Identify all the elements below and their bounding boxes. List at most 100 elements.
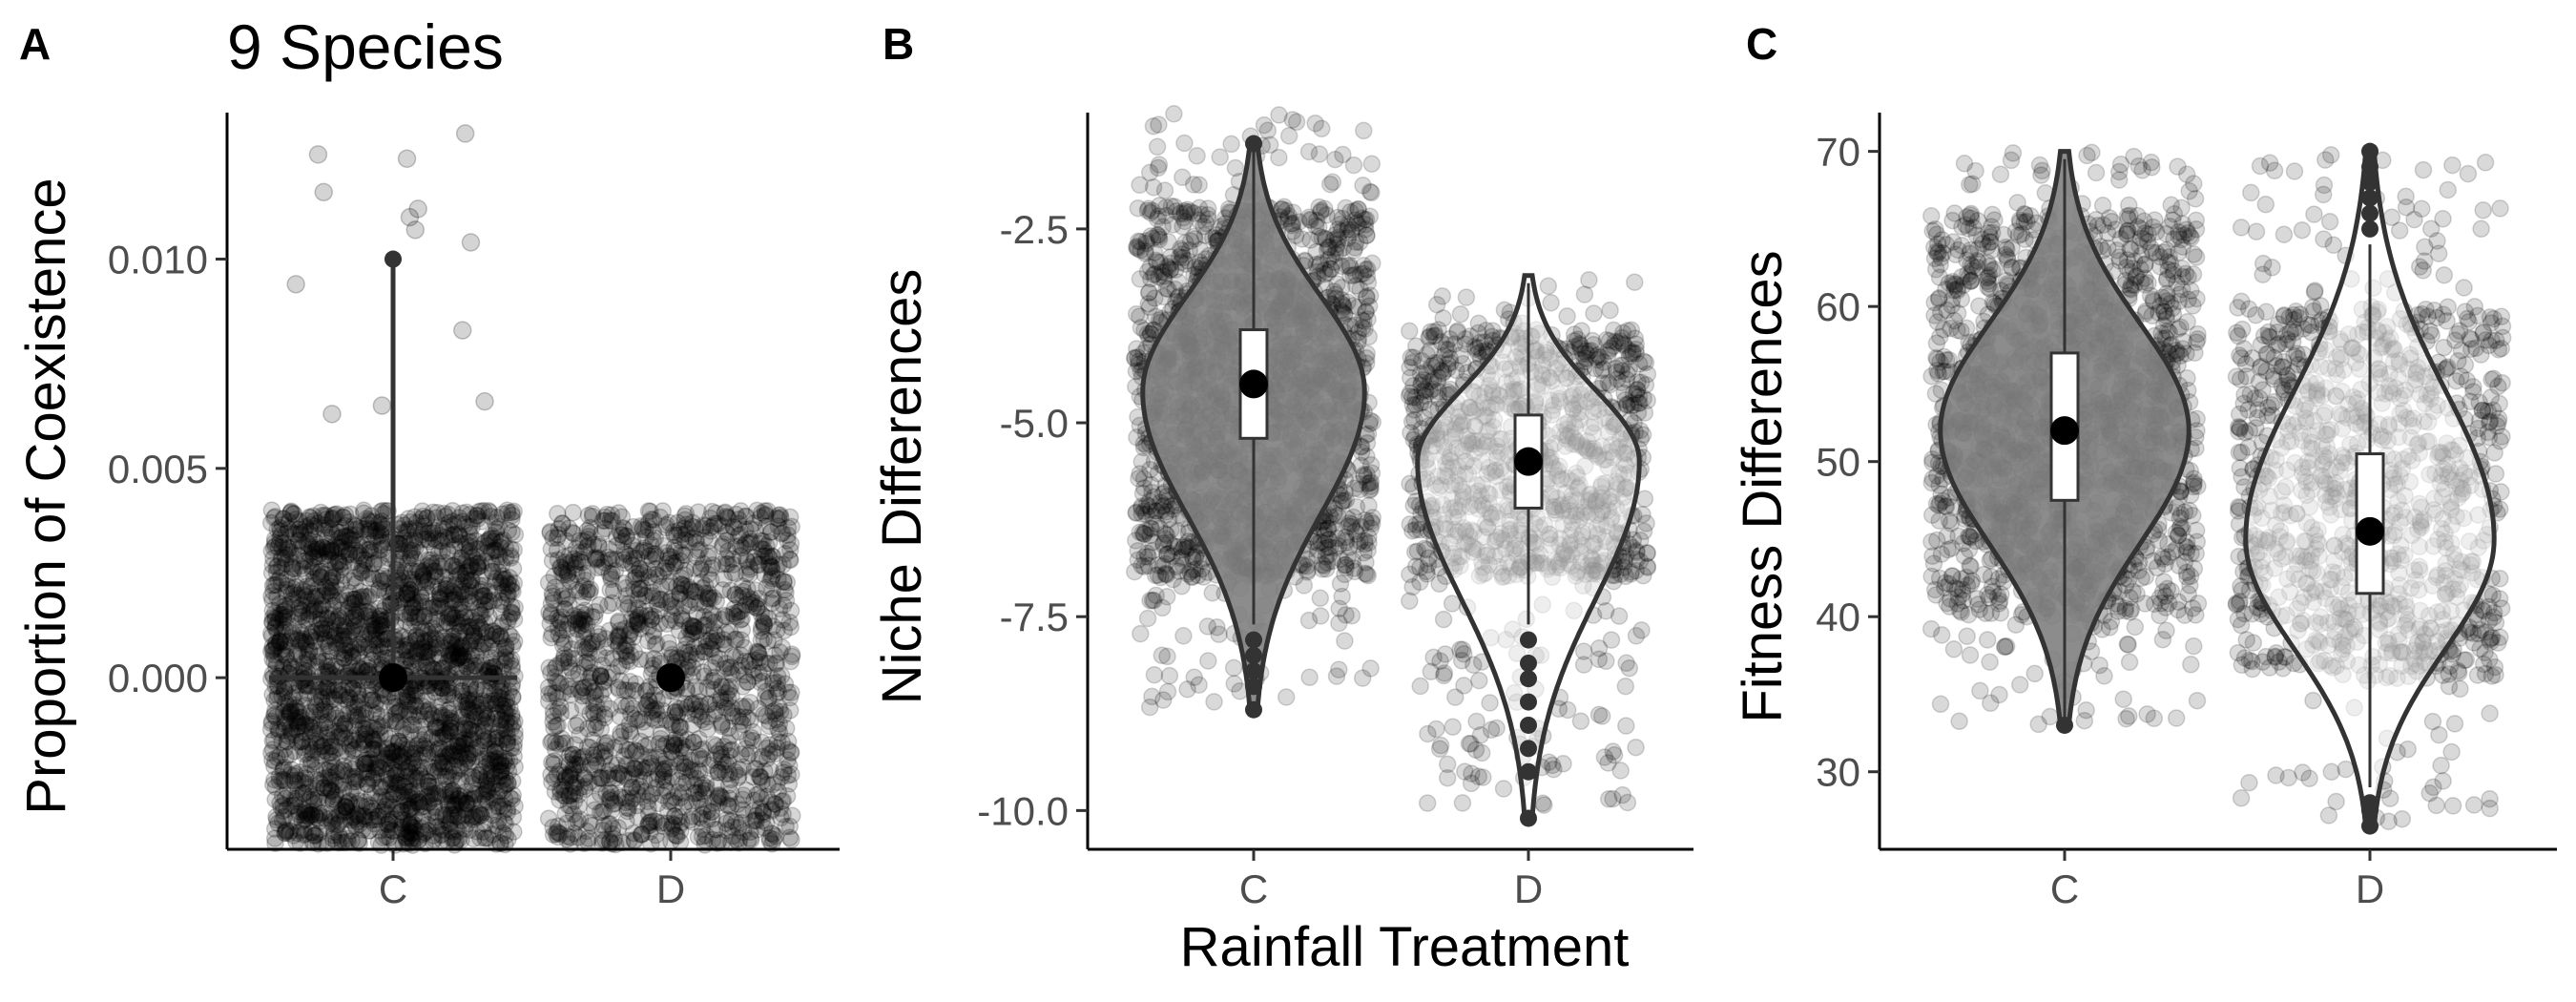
panel-a-jitter-point-c xyxy=(322,789,342,808)
panel-a-jitter-point-c xyxy=(371,612,390,630)
panel-a-jitter-point-c xyxy=(322,657,341,675)
panel-a-jitter-point-d xyxy=(701,522,720,540)
panel-a-jitter-point-c xyxy=(486,753,504,771)
panel-a-jitter-point-c xyxy=(400,540,419,559)
panel-a-jitter-point-c xyxy=(419,777,438,796)
panel-a-jitter-point-c xyxy=(315,700,333,719)
panel-a-jitter-point-c xyxy=(366,692,385,711)
panel-a-jitter-point-c xyxy=(343,679,362,698)
panel-b-c-jitter-point xyxy=(1211,148,1229,166)
panel-a-jitter-point-d xyxy=(645,621,663,640)
panel-a-jitter-point-c xyxy=(301,733,320,752)
panel-a-jitter-point-c xyxy=(275,713,294,731)
panel-a-jitter-point-c xyxy=(263,556,282,574)
panel-a-jitter-point-c xyxy=(409,792,427,811)
panel-a-jitter-point-d xyxy=(782,830,800,849)
panel-a-jitter-point-c xyxy=(437,576,456,595)
panel-a-jitter-point-c xyxy=(295,783,313,803)
panel-a-jitter-point-c xyxy=(341,737,360,756)
panel-a-jitter-point-c xyxy=(316,578,334,596)
panel-a-jitter-point-c xyxy=(277,821,295,839)
panel-a-jitter-point-d xyxy=(563,523,582,542)
panel-b-y-tick-label: -10.0 xyxy=(977,788,1069,833)
panel-a-jitter-point-c xyxy=(284,538,302,556)
panel-a-jitter-point-d xyxy=(569,714,588,732)
panel-a-jitter-point-c xyxy=(429,598,447,617)
panel-a-jitter-point-c xyxy=(468,507,487,525)
panel-a-whisker-end-c xyxy=(384,250,402,268)
panel-a-jitter-point-d xyxy=(641,786,659,805)
panel-a-jitter-point-c xyxy=(446,525,464,544)
x-axis-title: Rainfall Treatment xyxy=(1180,916,1630,978)
panel-a-jitter-point-c xyxy=(470,540,488,558)
panel-a-jitter-point-c xyxy=(444,823,462,841)
panel-a-jitter-point-c xyxy=(348,804,367,824)
panel-a-jitter-point-c xyxy=(332,528,351,546)
panel-a-jitter-point-c xyxy=(343,741,363,760)
panel-a-jitter-point-d xyxy=(763,580,782,598)
panel-a-jitter-point-d xyxy=(765,631,783,650)
panel-a-jitter-point-c xyxy=(324,542,343,560)
panel-a-jitter-point-c xyxy=(386,705,405,723)
panel-a-jitter-point-c xyxy=(301,750,321,769)
panel-a-jitter-point-c xyxy=(268,557,287,575)
panel-b-ylabel: Niche Differences xyxy=(871,269,933,705)
panel-a-jitter-point-c xyxy=(505,540,523,559)
panel-a-jitter-point-c xyxy=(346,707,365,726)
panel-a-jitter-point-c xyxy=(462,609,481,627)
panel-a-jitter-point-d xyxy=(549,716,568,735)
panel-a-jitter-point-d xyxy=(704,680,723,699)
panel-a-jitter-point-c xyxy=(310,824,328,843)
panel-a-jitter-point-d xyxy=(591,769,609,787)
panel-a-jitter-point-c xyxy=(436,686,454,704)
panel-a-jitter-point-c xyxy=(364,731,383,750)
panel-a-jitter-point-c xyxy=(262,642,280,660)
panel-a-jitter-point-c xyxy=(267,575,285,595)
panel-a-jitter-point-c xyxy=(444,590,462,609)
panel-b-y-tick-label: -5.0 xyxy=(1000,401,1069,446)
panel-a-jitter-point-d xyxy=(757,682,776,701)
panel-a-jitter-point-c xyxy=(285,796,304,815)
panel-a-jitter-point-d xyxy=(719,797,737,815)
panel-a-jitter-point-c xyxy=(419,531,437,549)
panel-a-jitter-point-d xyxy=(657,814,676,832)
panel-a-jitter-point-c xyxy=(388,698,407,716)
panel-a-jitter-point-c xyxy=(464,743,482,762)
panel-a-jitter-point-c xyxy=(419,556,437,575)
panel-a-jitter-point-c xyxy=(282,786,301,804)
panel-a-jitter-point-c xyxy=(274,609,293,627)
panel-a-jitter-point-d xyxy=(559,564,577,582)
panel-a-jitter-point-c xyxy=(493,679,512,699)
panel-a-jitter-point-d xyxy=(717,607,736,626)
panel-a-jitter-point-d xyxy=(752,504,771,522)
panel-a-jitter-point-c xyxy=(468,722,487,741)
panel-a-jitter-point-c xyxy=(298,534,317,553)
panel-a-outlier-point xyxy=(322,405,342,424)
panel-a-jitter-point-d xyxy=(562,685,580,704)
panel-a-jitter-point-c xyxy=(308,735,326,754)
panel-a-jitter-point-c xyxy=(265,829,284,847)
panel-a-jitter-point-c xyxy=(447,637,466,655)
panel-a-jitter-point-c xyxy=(414,606,433,625)
panel-a-jitter-point-c xyxy=(408,594,427,612)
panel-a-jitter-point-c xyxy=(365,740,384,759)
panel-a-jitter-point-d xyxy=(578,564,596,583)
panel-a-jitter-point-c xyxy=(312,688,330,706)
panel-a-jitter-point-c xyxy=(293,632,311,651)
panel-a-jitter-point-c xyxy=(268,748,286,766)
panel-a-jitter-point-d xyxy=(645,649,663,668)
panel-a-jitter-point-c xyxy=(473,587,491,605)
panel-a-jitter-point-d xyxy=(733,538,752,557)
panel-a-median-point-c xyxy=(379,663,407,693)
panel-b-c-jitter-point xyxy=(1155,181,1174,199)
panel-a-jitter-point-d xyxy=(704,793,723,812)
panel-a-jitter-point-c xyxy=(289,532,308,550)
panel-a-jitter-point-c xyxy=(417,654,435,673)
panel-a-jitter-point-c xyxy=(410,735,428,753)
panel-a-jitter-point-c xyxy=(288,586,306,605)
panel-a-jitter-point-d xyxy=(600,564,618,582)
panel-a-jitter-point-d xyxy=(550,611,569,630)
panel-a-jitter-point-d xyxy=(581,739,599,757)
panel-a-jitter-point-c xyxy=(367,631,386,650)
